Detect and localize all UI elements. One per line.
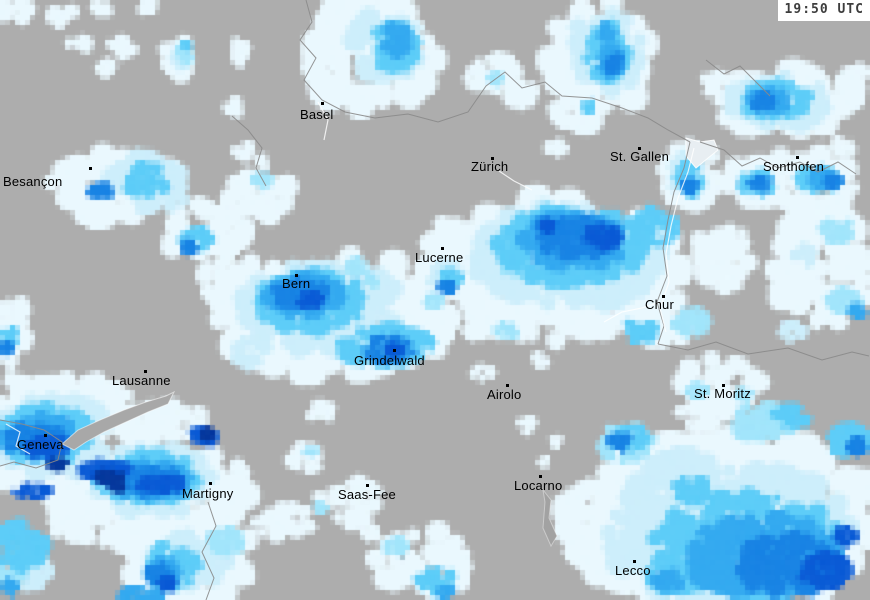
city-label-st-moritz: St. Moritz [694, 386, 751, 401]
city-label-st-gallen: St. Gallen [610, 149, 670, 164]
city-marker-saas-fee [366, 484, 369, 487]
river-line [5, 423, 31, 455]
country-border [231, 115, 267, 187]
city-marker-st-moritz [722, 384, 725, 387]
city-marker-chur [662, 295, 665, 298]
country-border [201, 501, 217, 600]
city-label-sonthofen: Sonthofen [763, 159, 825, 174]
city-label-saas-fee: Saas-Fee [338, 487, 396, 502]
country-border [657, 341, 870, 361]
city-label-chur: Chur [645, 297, 674, 312]
city-marker-martigny [209, 482, 212, 485]
city-label-lausanne: Lausanne [112, 373, 171, 388]
country-border [0, 419, 63, 469]
city-marker-basel [321, 102, 324, 105]
city-label-grindelwald: Grindelwald [354, 353, 425, 368]
country-border [656, 141, 691, 345]
city-marker-sonthofen [796, 156, 799, 159]
city-marker-lecco [633, 560, 636, 563]
river-line [317, 101, 329, 141]
city-marker-lucerne [441, 247, 444, 250]
city-label-airolo: Airolo [487, 387, 522, 402]
timestamp-badge: 19:50 UTC [777, 0, 870, 21]
country-border [799, 161, 857, 175]
city-marker-zurich [491, 157, 494, 160]
city-label-locarno: Locarno [514, 478, 563, 493]
city-label-martigny: Martigny [182, 486, 234, 501]
city-marker-geneva [44, 434, 47, 437]
city-label-lecco: Lecco [615, 563, 651, 578]
country-border [699, 141, 801, 169]
lake-geneva [61, 390, 176, 451]
country-border [705, 59, 771, 97]
city-label-besancon: Besançon [3, 174, 63, 189]
city-marker-lausanne [144, 370, 147, 373]
city-label-basel: Basel [300, 107, 334, 122]
city-label-zurich: Zürich [471, 159, 509, 174]
country-border [299, 0, 691, 143]
river-line [603, 301, 661, 323]
city-marker-grindelwald [393, 349, 396, 352]
city-marker-bern [295, 274, 298, 277]
city-marker-airolo [506, 384, 509, 387]
city-label-lucerne: Lucerne [415, 250, 464, 265]
river-line [498, 170, 533, 191]
lake-maggiore [542, 488, 558, 548]
city-label-bern: Bern [282, 276, 311, 291]
city-marker-locarno [539, 475, 542, 478]
city-label-geneva: Geneva [17, 437, 64, 452]
river-line [659, 147, 695, 333]
city-marker-st-gallen [638, 147, 641, 150]
city-marker-besancon [89, 167, 92, 170]
